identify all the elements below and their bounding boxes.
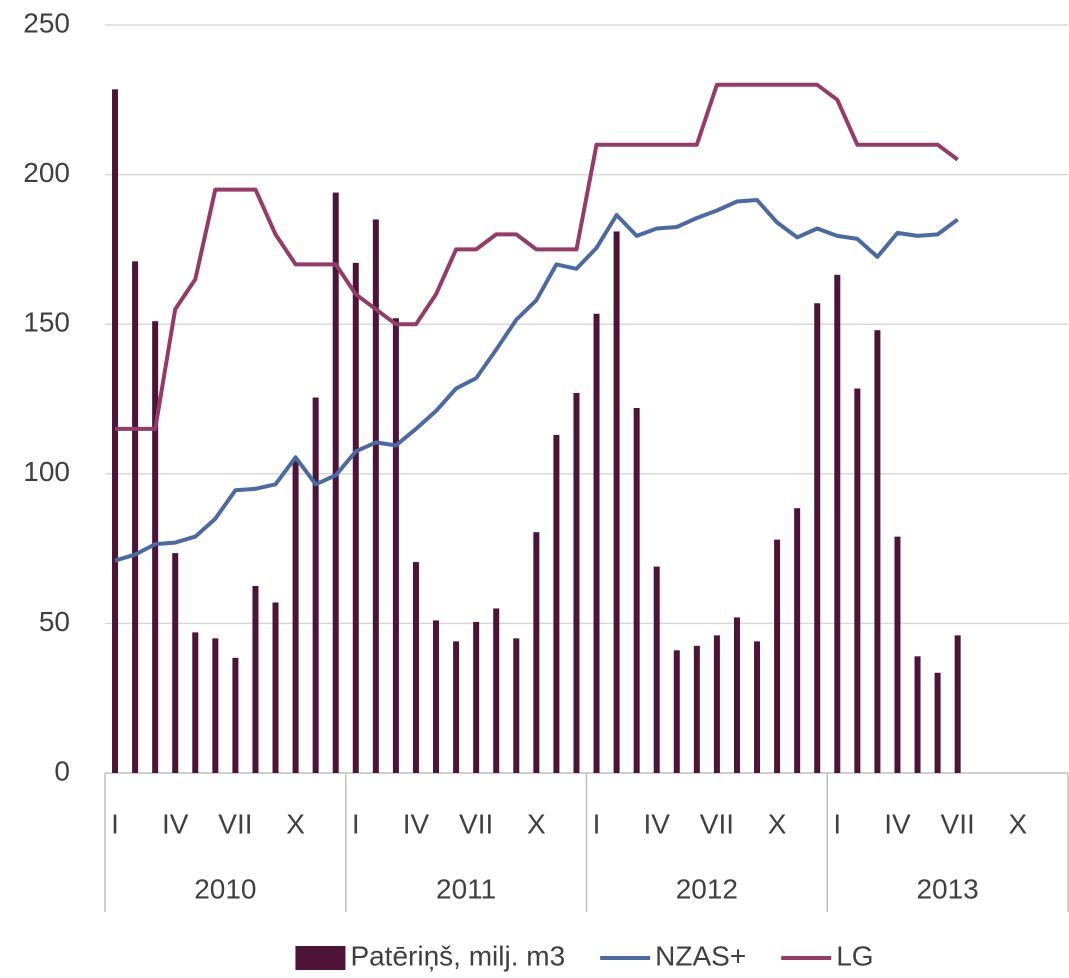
- bar: [493, 608, 500, 773]
- y-tick-label: 0: [54, 755, 70, 786]
- bar: [312, 397, 319, 773]
- x-tick-label: I: [593, 808, 601, 839]
- x-tick-label: VII: [941, 808, 975, 839]
- bar: [272, 602, 279, 773]
- bar: [412, 562, 419, 773]
- bar: [733, 617, 740, 773]
- x-tick-label: I: [352, 808, 360, 839]
- x-tick-label: X: [768, 808, 787, 839]
- bar: [774, 539, 781, 773]
- bar: [814, 303, 821, 773]
- x-tick-label: X: [527, 808, 546, 839]
- year-label: 2010: [194, 873, 256, 904]
- year-label: 2012: [676, 873, 738, 904]
- legend-label: NZAS+: [655, 940, 746, 971]
- bar: [453, 641, 460, 773]
- bar: [894, 536, 901, 773]
- y-tick-label: 50: [39, 606, 70, 637]
- bar: [633, 407, 640, 773]
- bar: [754, 641, 761, 773]
- line: [114, 198, 959, 563]
- bar: [954, 635, 961, 773]
- x-tick-label: IV: [162, 808, 189, 839]
- legend-swatch: [295, 946, 346, 970]
- bar: [513, 638, 520, 773]
- bar: [653, 566, 660, 773]
- bar: [854, 388, 861, 773]
- legend-label: Patēriņš, milj. m3: [350, 940, 565, 971]
- bar: [352, 262, 359, 773]
- bar: [693, 645, 700, 773]
- bar: [332, 192, 339, 773]
- bar: [794, 508, 801, 773]
- bar: [553, 434, 560, 773]
- y-tick-label: 150: [23, 307, 70, 338]
- bar: [533, 532, 540, 773]
- bar: [593, 313, 600, 773]
- bar: [152, 321, 159, 773]
- bar: [292, 458, 299, 773]
- bar: [372, 219, 379, 774]
- bar: [172, 553, 179, 773]
- y-tick-label: 200: [23, 157, 70, 188]
- bar: [934, 672, 941, 773]
- x-tick-label: VII: [459, 808, 493, 839]
- bar: [713, 635, 720, 773]
- year-label: 2011: [436, 873, 496, 904]
- bar: [673, 650, 680, 773]
- bar: [392, 318, 399, 773]
- bar: [232, 657, 239, 773]
- bar: [192, 632, 199, 773]
- bar: [112, 89, 119, 773]
- x-tick-label: IV: [643, 808, 670, 839]
- y-tick-label: 250: [23, 7, 70, 38]
- y-tick-label: 100: [23, 456, 70, 487]
- x-tick-label: I: [833, 808, 841, 839]
- bar: [834, 274, 841, 773]
- bar: [874, 330, 881, 773]
- x-tick-label: X: [286, 808, 305, 839]
- x-tick-label: VII: [700, 808, 734, 839]
- bar: [433, 620, 440, 773]
- line: [115, 82, 959, 431]
- year-label: 2013: [916, 873, 978, 904]
- x-tick-label: IV: [403, 808, 430, 839]
- bar: [212, 638, 219, 773]
- x-tick-label: IV: [884, 808, 911, 839]
- bar: [914, 656, 921, 773]
- x-tick-label: VII: [218, 808, 252, 839]
- legend-label: LG: [836, 940, 873, 971]
- bar: [573, 393, 580, 773]
- bar: [613, 231, 620, 773]
- bar: [252, 586, 259, 773]
- bar: [473, 621, 480, 773]
- x-tick-label: I: [111, 808, 119, 839]
- bar: [132, 261, 139, 773]
- x-tick-label: X: [1009, 808, 1028, 839]
